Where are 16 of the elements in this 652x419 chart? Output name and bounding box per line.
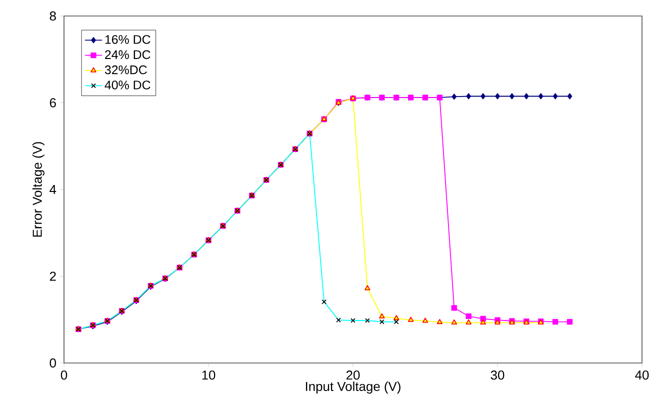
legend-label: 24% DC [105, 50, 150, 60]
y-tick-label: 6 [50, 98, 56, 108]
x-tick-label: 30 [490, 370, 504, 380]
x-axis-title: Input Voltage (V) [306, 382, 400, 394]
legend-label: 40% DC [104, 80, 150, 90]
y-tick-label: 4 [50, 185, 56, 194]
x-tick-label: 10 [202, 370, 216, 380]
x-tick-label: 40 [635, 370, 649, 380]
x-tick-label: 0 [60, 370, 68, 380]
x-tick-label: 20 [346, 370, 360, 380]
y-tick-label: 0 [50, 358, 56, 368]
y-tick-label: 8 [50, 11, 56, 21]
y-tick-label: 2 [50, 272, 56, 281]
legend-label: 32%DC [104, 65, 147, 74]
legend-label: 16% DC [105, 35, 150, 44]
y-axis-title: Error Voltage (V) [32, 142, 44, 237]
